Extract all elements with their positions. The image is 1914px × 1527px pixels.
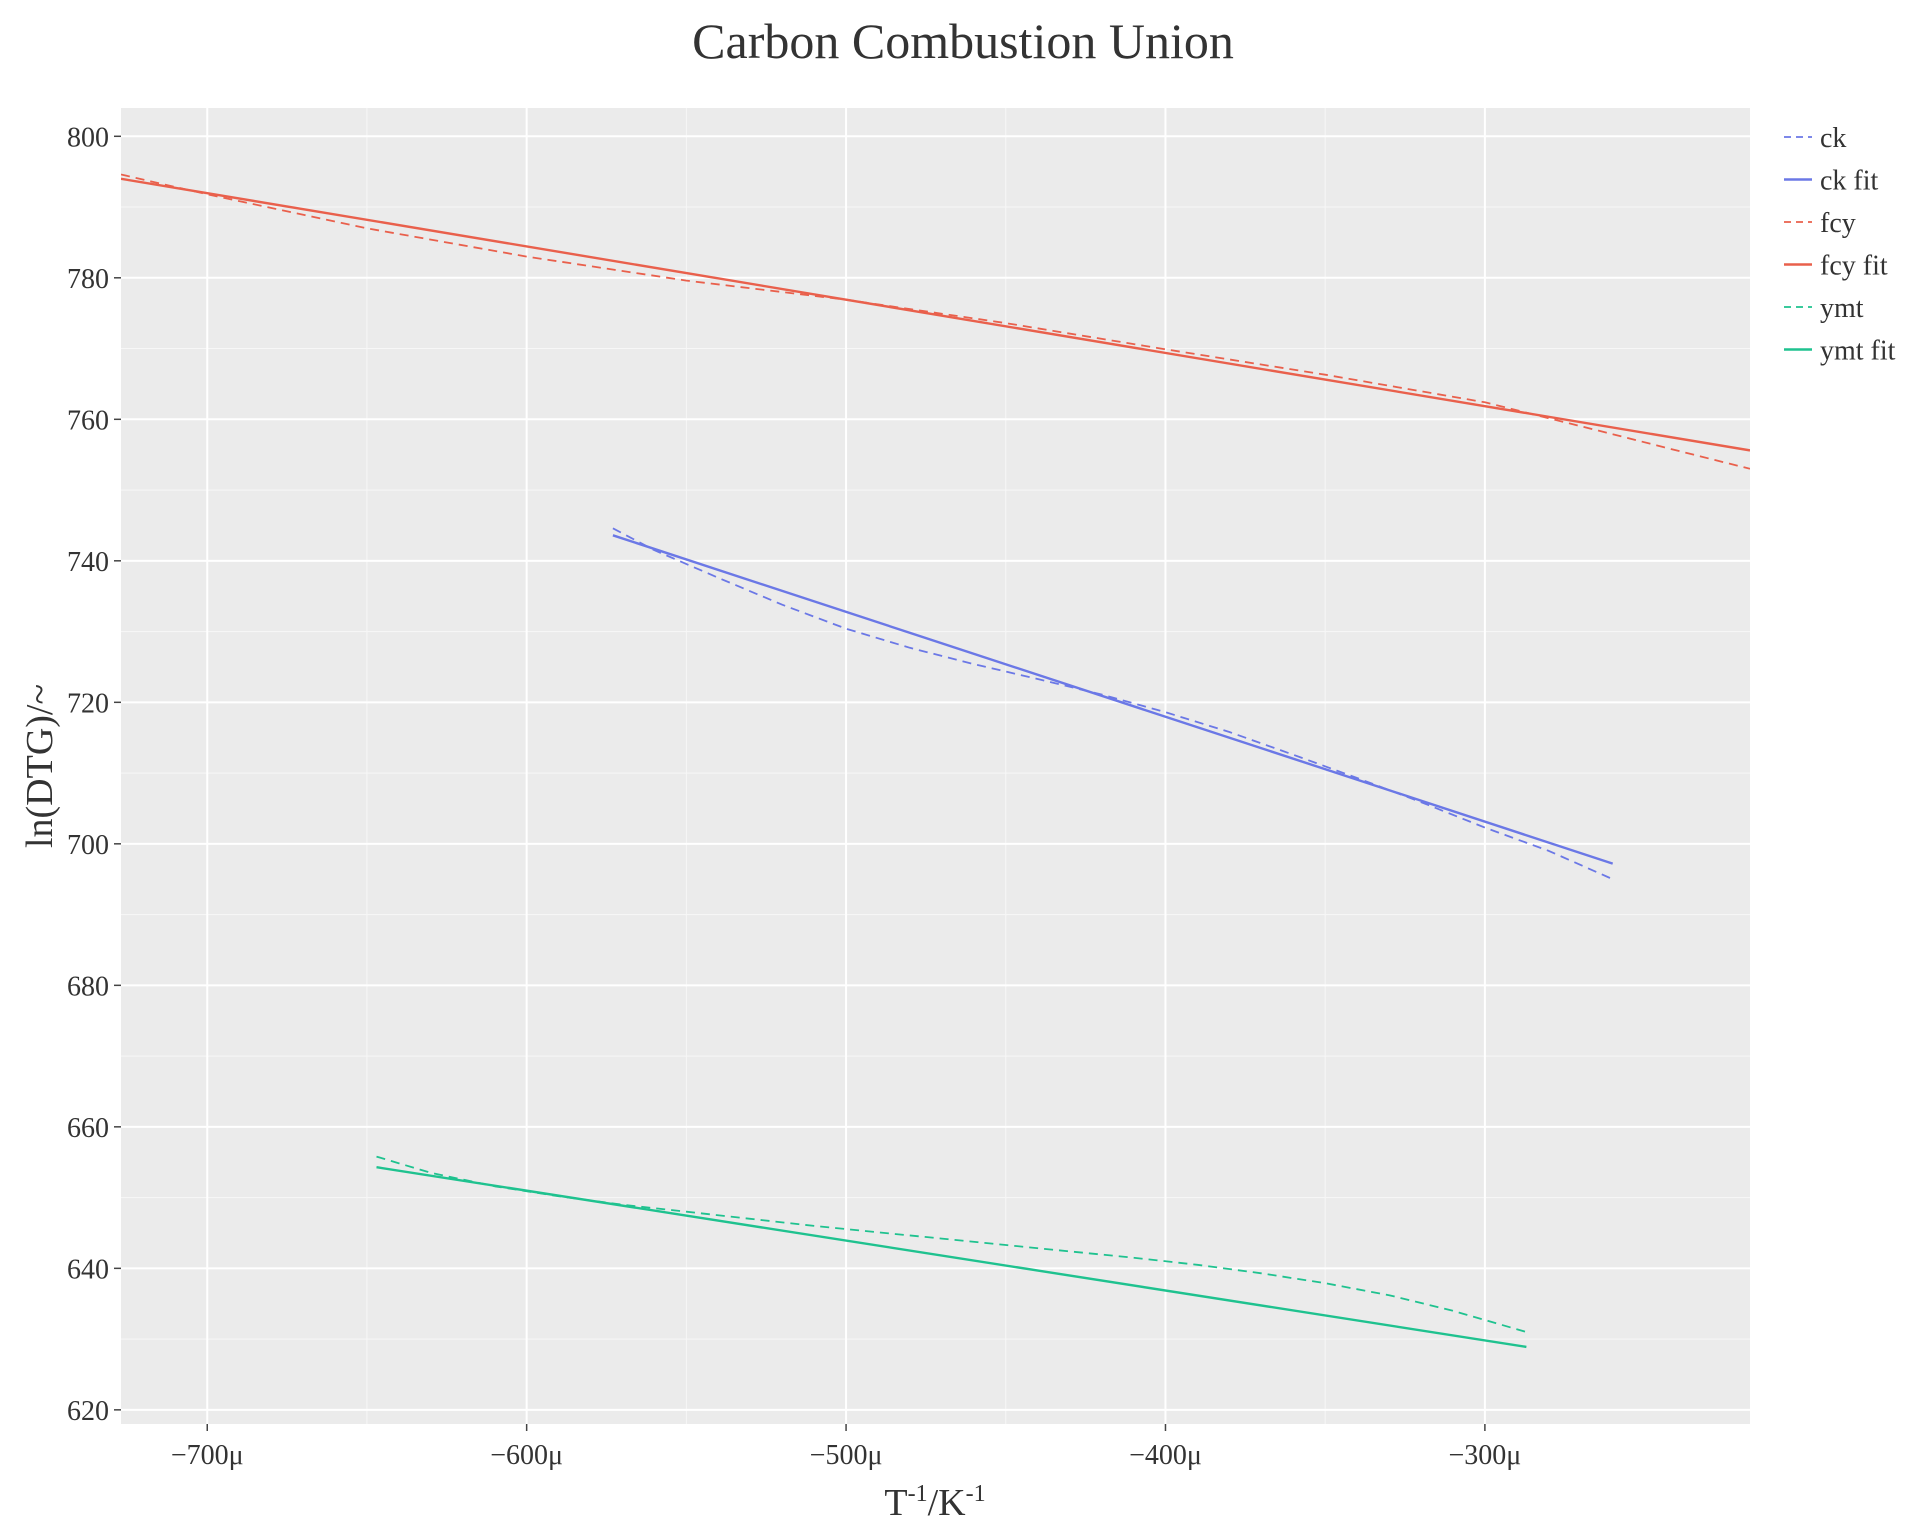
- legend-label-fcy: fcy: [1820, 208, 1856, 239]
- series-line-fcy-fit: [121, 177, 1750, 452]
- x-axis-ticks: −700μ −600μ −500μ −400μ −300μ: [171, 1424, 1521, 1471]
- x-tick-label: −300μ: [1448, 1440, 1521, 1471]
- series-line-ck-fit: [612, 534, 1614, 865]
- y-tick-label: 720: [67, 688, 109, 719]
- y-axis-ticks: 620 640 660 680 700 720 740 760 780 800: [67, 122, 121, 1427]
- y-tick-label: 680: [67, 971, 109, 1002]
- x-axis-label-sup1: -1: [908, 1481, 928, 1507]
- y-tick-label: 800: [67, 122, 109, 153]
- y-tick-label: 700: [67, 830, 109, 861]
- x-axis-label-sup2: -1: [966, 1481, 986, 1507]
- y-tick-label: 740: [67, 547, 109, 578]
- y-tick-label: 660: [67, 1113, 109, 1144]
- gridlines: [121, 108, 1750, 1424]
- y-tick-label: 640: [67, 1254, 109, 1285]
- x-tick-label: −500μ: [810, 1440, 883, 1471]
- legend-label-ymt-fit: ymt fit: [1820, 336, 1896, 367]
- chart-title: Carbon Combustion Union: [692, 13, 1234, 69]
- y-tick-label: 780: [67, 264, 109, 295]
- series-line-ymt-fit: [376, 1166, 1527, 1349]
- x-axis-label: T-1/K-1: [884, 1481, 985, 1524]
- legend-label-ck-fit: ck fit: [1820, 166, 1879, 197]
- legend: ck ck fit fcy fcy fit ymt ymt fit: [1784, 123, 1896, 367]
- y-tick-label: 620: [67, 1396, 109, 1427]
- x-axis-label-base: T: [884, 1482, 907, 1524]
- series-line-fcy: [121, 173, 1750, 470]
- series-layer: [121, 173, 1750, 1349]
- legend-label-ymt: ymt: [1820, 293, 1864, 324]
- series-line-ck: [612, 527, 1614, 881]
- plot-background: [121, 108, 1750, 1424]
- x-tick-label: −700μ: [171, 1440, 244, 1471]
- y-axis-label: ln(DTG)/~: [19, 684, 61, 848]
- y-tick-label: 760: [67, 405, 109, 436]
- x-tick-label: −600μ: [490, 1440, 563, 1471]
- legend-label-ck: ck: [1820, 123, 1846, 154]
- legend-label-fcy-fit: fcy fit: [1820, 251, 1888, 282]
- x-tick-label: −400μ: [1129, 1440, 1202, 1471]
- x-axis-label-unit: /K: [928, 1482, 967, 1524]
